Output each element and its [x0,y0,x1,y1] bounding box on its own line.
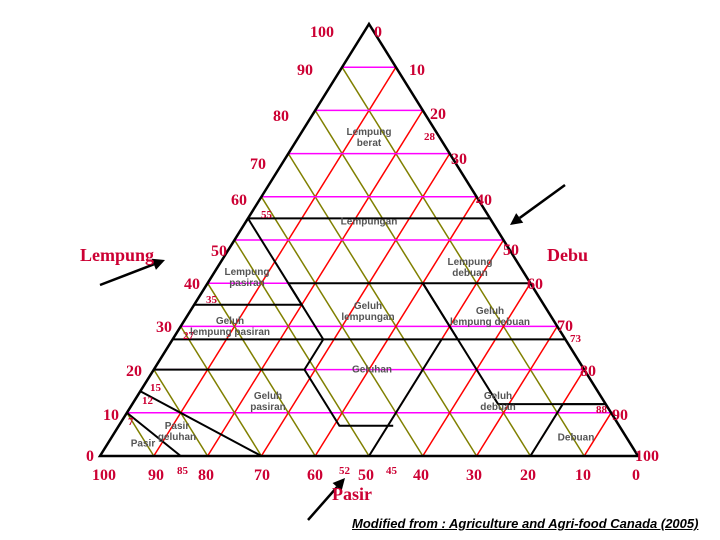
tick-bottom-85: 85 [177,465,188,477]
subtick-left-35: 35 [206,294,217,306]
tick-left-60: 60 [231,192,247,210]
tick-bottom-40: 40 [413,467,429,485]
tick-right-73: 73 [570,333,581,345]
region-geluh-lempungan: Geluh lempungan [341,301,394,323]
tick-bottom-80: 80 [198,467,214,485]
tick-left-100: 100 [310,24,334,42]
region-geluh-pasiran: Geluh pasiran [250,391,286,413]
tick-bottom-0: 0 [632,467,640,485]
tick-bottom-50: 50 [358,467,374,485]
tick-right-10: 10 [409,62,425,80]
tick-right-88: 88 [596,404,607,416]
tick-left-40: 40 [184,276,200,294]
region-lempung-debuan: Lempung debuan [448,257,493,279]
tick-right-0: 0 [374,24,382,42]
tick-bottom-52: 52 [339,465,350,477]
tick-right-80: 80 [580,363,596,381]
tick-right-60: 60 [527,276,543,294]
region-debuan: Debuan [558,433,595,444]
tick-bottom-20: 20 [520,467,536,485]
tick-bottom-90: 90 [148,467,164,485]
tick-left-50: 50 [211,243,227,261]
subtick-left-12: 12 [142,395,153,407]
axis-label-right: Debu [547,245,588,266]
tick-left-70: 70 [250,156,266,174]
region-pasir-geluhan: Pasir geluhan [158,421,196,443]
tick-right-28: 28 [424,131,435,143]
tick-right-100: 100 [635,448,659,466]
axis-label-bottom: Pasir [332,484,372,505]
region-lempung-pasiran: Lempung pasiran [225,267,270,289]
region-geluh-lempung-pasiran: Geluh lempung pasiran [190,316,270,338]
diagram-svg [0,0,720,540]
tick-bottom-30: 30 [466,467,482,485]
region-geluh-debuan: Geluh debuan [480,391,516,413]
tick-right-30: 30 [451,151,467,169]
tick-right-40: 40 [476,192,492,210]
region-geluh-lempung-debuan: Geluh lempung debuan [450,306,530,328]
tick-left-90: 90 [297,62,313,80]
tick-bottom-70: 70 [254,467,270,485]
tick-left-0: 0 [86,448,94,466]
subtick-left-55: 55 [261,209,272,221]
tick-left-80: 80 [273,108,289,126]
tick-right-90: 90 [612,407,628,425]
subtick-left-15: 15 [150,382,161,394]
tick-bottom-45: 45 [386,465,397,477]
tick-bottom-10: 10 [575,467,591,485]
tick-left-20: 20 [126,363,142,381]
tick-right-20: 20 [430,106,446,124]
region-lempungan: Lempungan [341,217,398,228]
tick-right-50: 50 [503,242,519,260]
region-geluhan: Geluhan [352,365,392,376]
subtick-left-7: 7 [128,416,134,428]
axis-label-left: Lempung [80,245,154,266]
region-pasir: Pasir [131,439,155,450]
ternary-diagram: LempungDebuPasir010203040506070809010001… [0,0,720,540]
tick-left-30: 30 [156,319,172,337]
credit-text: Modified from : Agriculture and Agri-foo… [352,516,698,531]
tick-bottom-60: 60 [307,467,323,485]
tick-bottom-100: 100 [92,467,116,485]
tick-left-10: 10 [103,407,119,425]
region-lempung-berat: Lempung berat [347,127,392,149]
